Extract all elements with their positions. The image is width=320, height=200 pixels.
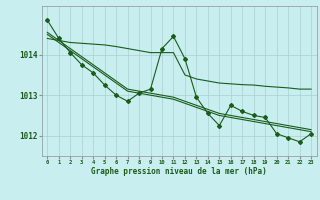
X-axis label: Graphe pression niveau de la mer (hPa): Graphe pression niveau de la mer (hPa): [91, 167, 267, 176]
